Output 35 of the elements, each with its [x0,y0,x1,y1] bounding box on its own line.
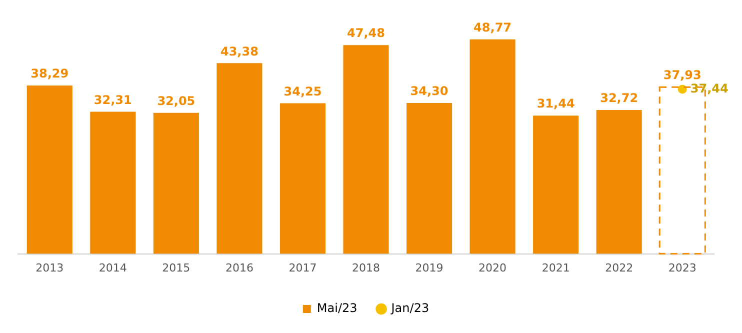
data-label: 34,30 [410,84,448,98]
data-label: 38,29 [30,66,69,81]
x-tick-label: 2015 [162,261,190,274]
x-tick-label: 2013 [36,261,64,274]
data-label: 32,05 [157,94,196,108]
x-tick-label: 2014 [98,261,127,274]
data-label: 37,44 [690,81,728,96]
x-tick-label: 2018 [352,261,380,274]
data-label: 34,25 [284,84,322,98]
x-tick-label: 2021 [542,261,570,274]
x-tick-label: 2023 [668,261,696,274]
legend-label: Mai/23 [316,301,358,316]
data-label: 32,31 [94,92,132,107]
x-tick-label: 2016 [225,261,254,274]
bar [533,116,579,254]
x-tick-label: 2020 [478,261,507,274]
bar [90,112,136,254]
data-label: 47,48 [347,26,385,40]
data-label: 32,72 [600,91,638,106]
bar [343,45,389,254]
bar [406,103,452,254]
bar [153,112,199,254]
x-tick-label: 2017 [288,261,317,274]
bar [26,86,72,254]
x-tick-label: 2019 [415,261,444,274]
bar [216,63,262,254]
bar [596,110,642,254]
data-label: 43,38 [220,44,258,58]
bar [280,103,326,254]
x-tick-label: 2022 [605,261,634,274]
bar [470,39,516,254]
legend-label: Jan/23 [390,301,430,316]
data-label: 31,44 [536,96,575,111]
data-label: 37,93 [663,68,702,82]
data-label: 48,77 [474,20,512,35]
